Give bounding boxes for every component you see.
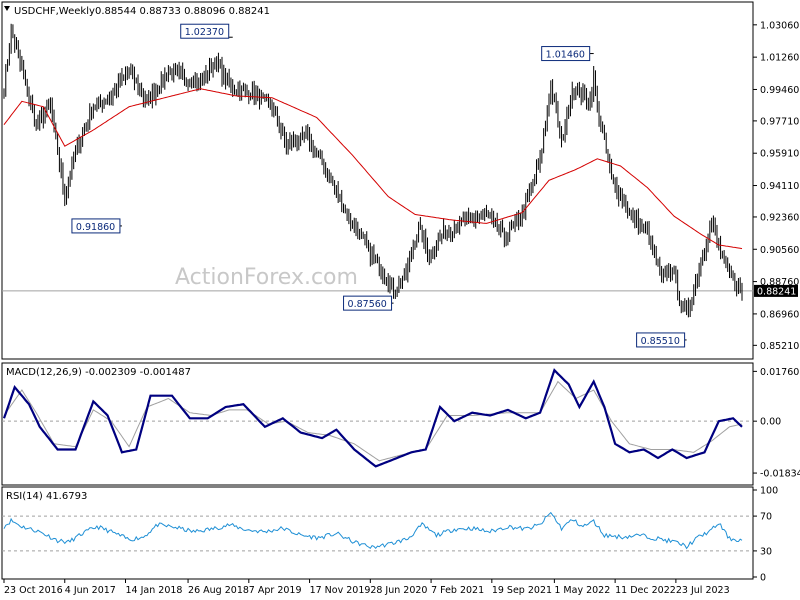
rsi-panel-frame xyxy=(1,486,754,580)
macd-title: MACD(12,26,9) -0.002309 -0.001487 xyxy=(6,367,191,378)
rsi-panel: RSI(14) 41.6793 100 70 30 0 xyxy=(1,486,778,584)
macd-y-tick-label: 0.017603 xyxy=(760,367,800,378)
time-tick-label: 14 Jan 2018 xyxy=(126,585,183,596)
rsi-title: RSI(14) 41.6793 xyxy=(6,491,87,502)
macd-y-tick-label: -0.01834 xyxy=(760,469,800,480)
chart-symbol-timeframe: USDCHF,Weekly xyxy=(14,6,95,17)
watermark: ActionForex.com xyxy=(175,265,358,290)
price-y-tick-label: 0.90560 xyxy=(760,245,799,256)
price-annotation-label: 0.91860 xyxy=(76,222,115,233)
chart-ohlc-values: 0.88544 0.88733 0.88096 0.88241 xyxy=(95,6,270,17)
price-annotation: 1.01460 xyxy=(541,46,594,62)
time-tick-label: 11 Dec 2022 xyxy=(615,585,676,596)
time-tick-label: 4 Jun 2017 xyxy=(65,585,116,596)
price-y-tick-label: 0.97710 xyxy=(760,116,799,127)
price-annotation: 0.87560 xyxy=(343,295,394,311)
macd-panel-frame xyxy=(1,362,754,486)
time-tick-label: 7 Feb 2021 xyxy=(431,585,484,596)
rsi-y-tick-label: 30 xyxy=(760,546,772,557)
macd-y-tick-label: 0.00 xyxy=(760,417,781,428)
moving-average-line xyxy=(3,88,743,250)
price-y-tick-label: 0.85210 xyxy=(760,341,799,352)
price-y-tick-label: 0.86960 xyxy=(760,309,799,320)
price-y-tick-label: 0.94110 xyxy=(760,181,799,192)
time-tick-label: 23 Jul 2023 xyxy=(676,585,730,596)
price-bars xyxy=(3,23,743,318)
price-y-tick-label: 0.92360 xyxy=(760,212,799,223)
macd-line xyxy=(2,368,743,468)
price-y-axis: 1.03060 1.01260 0.99460 0.97710 0.95910 0.941… xyxy=(753,20,799,352)
time-tick-label: 28 Jun 2020 xyxy=(370,585,427,596)
price-y-tick-label: 0.88760 xyxy=(760,277,799,288)
macd-signal-line xyxy=(3,380,743,462)
rsi-y-tick-label: 0 xyxy=(760,573,766,584)
dropdown-triangle-icon[interactable] xyxy=(4,6,10,11)
price-annotation: 0.85510 xyxy=(636,332,687,348)
price-annotation-label: 0.87560 xyxy=(348,299,387,310)
current-price-tag-label: 0.88241 xyxy=(757,286,796,297)
time-axis: 23 Oct 2016 4 Jun 2017 14 Jan 2018 26 Aug 2… xyxy=(3,579,730,596)
price-annotations: 1.02370 0.91860 0.87560 1.01460 0.85510 xyxy=(71,23,687,348)
price-annotation-label: 0.85510 xyxy=(641,336,680,347)
price-panel: USDCHF,Weekly 0.88544 0.88733 0.88096 0.… xyxy=(1,1,799,360)
time-tick-label: 7 Apr 2019 xyxy=(249,585,302,596)
rsi-y-axis: 100 70 30 0 xyxy=(753,486,778,584)
rsi-y-tick-label: 70 xyxy=(760,512,772,523)
price-y-tick-label: 0.99460 xyxy=(760,85,799,96)
price-annotation: 0.91860 xyxy=(71,218,122,234)
macd-panel: MACD(12,26,9) -0.002309 -0.001487 0.0176… xyxy=(1,362,800,486)
time-tick-label: 23 Oct 2016 xyxy=(4,585,63,596)
price-y-tick-label: 1.01260 xyxy=(760,53,799,64)
time-tick-label: 17 Nov 2019 xyxy=(310,585,371,596)
current-price-tag-bg xyxy=(754,284,798,297)
macd-y-axis: 0.017603 0.00 -0.01834 xyxy=(753,367,800,480)
price-y-tick-label: 0.95910 xyxy=(760,149,799,160)
time-tick-label: 19 Sep 2021 xyxy=(492,585,552,596)
current-price-tag: 0.88241 xyxy=(754,284,798,297)
time-tick-label: 26 Aug 2018 xyxy=(188,585,249,596)
price-panel-frame xyxy=(1,1,754,360)
time-tick-label: 1 May 2022 xyxy=(554,585,610,596)
rsi-line xyxy=(3,511,743,550)
price-annotation-label: 1.02370 xyxy=(185,27,224,38)
price-y-tick-label: 1.03060 xyxy=(760,20,799,31)
price-annotation: 1.02370 xyxy=(180,23,233,39)
rsi-y-tick-label: 100 xyxy=(760,486,778,497)
price-annotation-label: 1.01460 xyxy=(546,50,585,61)
